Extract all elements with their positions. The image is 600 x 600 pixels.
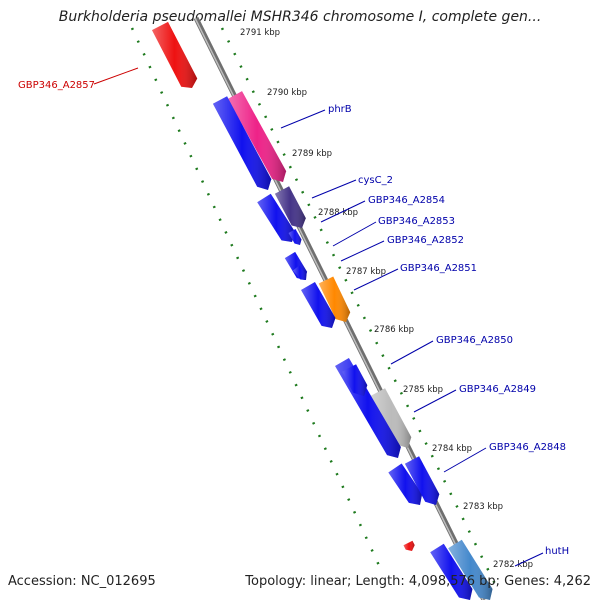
gene-arrow[interactable] [257, 193, 295, 242]
scale-tick-label: 2790 kbp [267, 88, 307, 98]
gene-label[interactable]: hutH [545, 546, 569, 557]
gene-arrow[interactable] [448, 539, 493, 600]
scale-tick-label: 2783 kbp [463, 502, 503, 512]
gene-label[interactable]: GBP346_A2851 [400, 263, 477, 274]
gene-arrow[interactable] [292, 265, 307, 280]
label-leader-line [340, 240, 385, 262]
accession-label: Accession: NC_012695 [8, 574, 156, 589]
gene-arrow[interactable] [318, 276, 351, 322]
gene-label[interactable]: GBP346_A2848 [489, 442, 566, 453]
label-leader-line [413, 389, 457, 413]
gene-arrow[interactable] [403, 540, 415, 551]
scale-tick-label: 2786 kbp [374, 325, 414, 335]
topology-stats: Topology: linear; Length: 4,098,576 bp; … [245, 574, 591, 589]
gene-label[interactable]: phrB [328, 104, 352, 115]
scale-tick-label: 2788 kbp [318, 208, 358, 218]
scale-tick-label: 2784 kbp [432, 444, 472, 454]
label-leader-line [311, 179, 357, 199]
gene-label[interactable]: GBP346_A2849 [459, 384, 536, 395]
right-tick-line [220, 27, 500, 591]
gene-label[interactable]: GBP346_A2857 [18, 80, 95, 91]
label-leader-line [320, 200, 366, 223]
gene-arrow[interactable] [341, 364, 368, 396]
label-leader-line [514, 552, 544, 567]
scale-tick-label: 2787 kbp [346, 267, 386, 277]
gene-label[interactable]: GBP346_A2854 [368, 195, 445, 206]
label-leader-line [93, 67, 139, 85]
gene-arrow[interactable] [212, 96, 272, 190]
gene-arrow[interactable] [227, 91, 287, 182]
scale-tick-label: 2791 kbp [240, 28, 280, 38]
gene-arrow[interactable] [301, 282, 336, 328]
gene-arrow[interactable] [274, 186, 306, 228]
gene-features [152, 21, 493, 600]
label-leader-line [443, 447, 487, 473]
label-leader-line [390, 340, 434, 365]
gene-arrow[interactable] [288, 229, 302, 245]
scale-tick-label: 2782 kbp [493, 560, 533, 570]
gene-label[interactable]: GBP346_A2853 [378, 216, 455, 227]
left-tick-line [130, 27, 384, 573]
gene-labels: GBP346_A2857 phrB cysC_2 GBP346_A2854 GBP346… [18, 67, 569, 567]
gene-arrow[interactable] [430, 543, 473, 600]
label-leader-line [353, 268, 399, 291]
gene-arrow[interactable] [404, 456, 440, 505]
gene-label[interactable]: GBP346_A2850 [436, 335, 513, 346]
scale-tick-label: 2785 kbp [403, 385, 443, 395]
scale-tick-label: 2789 kbp [292, 149, 332, 159]
scale-ticks: 2791 kbp 2790 kbp 2789 kbp 2788 kbp 2787 kbp… [240, 28, 533, 570]
gene-label[interactable]: GBP346_A2852 [387, 235, 464, 246]
gene-arrow[interactable] [388, 463, 423, 505]
gene-arrow[interactable] [152, 21, 198, 88]
map-title: Burkholderia pseudomallei MSHR346 chromo… [58, 9, 542, 25]
gene-arrow[interactable] [370, 388, 412, 448]
gene-label[interactable]: cysC_2 [358, 175, 393, 186]
label-leader-line [280, 109, 326, 129]
label-leader-line [332, 221, 377, 247]
